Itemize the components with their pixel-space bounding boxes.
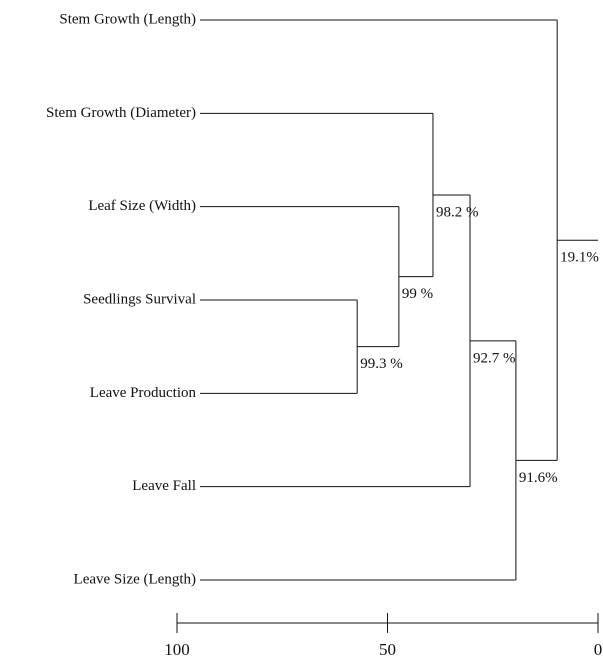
leaf-label: Stem Growth (Length) <box>59 11 196 27</box>
merge-label: 91.6% <box>519 470 558 486</box>
merge-label: 99.3 % <box>360 356 403 372</box>
x-tick-label: 50 <box>379 640 396 659</box>
merge-label: 98.2 % <box>436 204 479 220</box>
leaf-label: Leave Production <box>90 385 197 401</box>
leaf-label: Leave Size (Length) <box>74 571 196 587</box>
merge-label: 99 % <box>402 286 433 302</box>
leaf-label: Seedlings Survival <box>83 291 196 307</box>
leaf-label: Leave Fall <box>132 478 196 494</box>
leaf-label: Stem Growth (Diameter) <box>46 105 196 121</box>
x-tick-label: 0 <box>594 640 603 659</box>
merge-label: 92.7 % <box>473 350 516 366</box>
leaf-label: Leaf Size (Width) <box>88 198 196 214</box>
merge-label: 19.1% <box>560 250 599 266</box>
x-tick-label: 100 <box>164 640 190 659</box>
